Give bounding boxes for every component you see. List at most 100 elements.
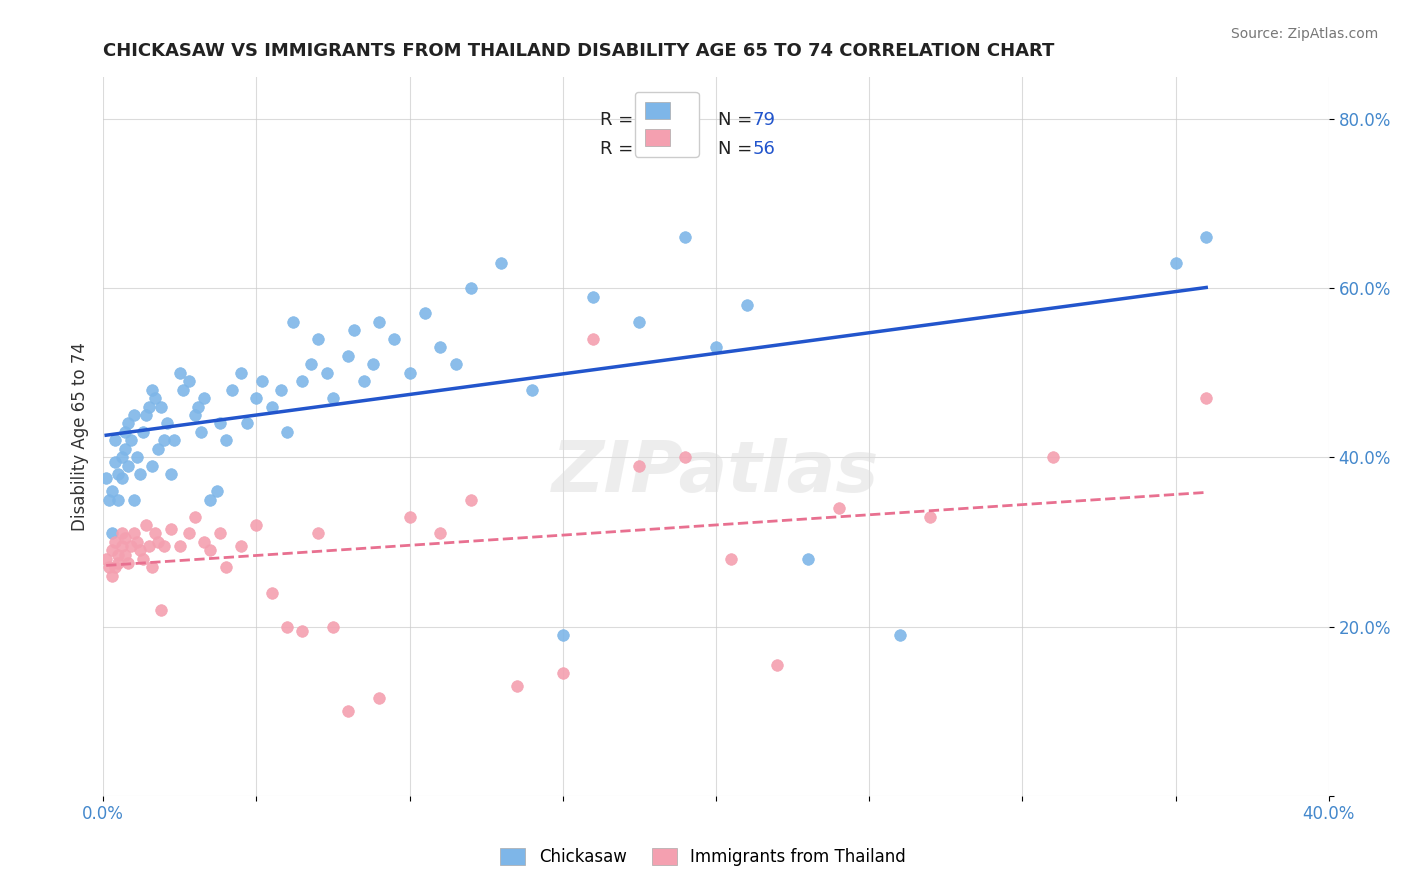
Point: [107, 548, 129, 562]
Point: [141, 458, 163, 473]
Point: [208, 526, 231, 541]
Point: [98, 492, 121, 507]
Point: [200, 543, 222, 558]
Text: R =: R =: [599, 111, 638, 128]
Point: [673, 450, 696, 465]
Point: [291, 624, 314, 638]
Point: [208, 417, 231, 431]
Point: [215, 434, 238, 448]
Point: [673, 230, 696, 244]
Point: [361, 357, 384, 371]
Point: [506, 679, 529, 693]
Point: [245, 518, 267, 533]
Point: [193, 391, 215, 405]
Point: [367, 691, 389, 706]
Point: [148, 535, 170, 549]
Point: [110, 450, 132, 465]
Point: [229, 366, 252, 380]
Point: [101, 526, 124, 541]
Point: [582, 332, 605, 346]
Point: [270, 383, 292, 397]
Legend: Chickasaw, Immigrants from Thailand: Chickasaw, Immigrants from Thailand: [492, 840, 914, 875]
Point: [135, 408, 157, 422]
Point: [159, 467, 181, 482]
Point: [735, 298, 758, 312]
Point: [177, 374, 200, 388]
Point: [114, 531, 136, 545]
Point: [101, 543, 124, 558]
Y-axis label: Disability Age 65 to 74: Disability Age 65 to 74: [72, 342, 89, 531]
Point: [187, 400, 209, 414]
Point: [125, 535, 148, 549]
Point: [156, 417, 179, 431]
Point: [276, 425, 298, 439]
Point: [260, 585, 283, 599]
Legend:  ,  : ,: [636, 92, 699, 157]
Point: [444, 357, 467, 371]
Point: [704, 340, 727, 354]
Point: [153, 434, 176, 448]
Text: 56: 56: [752, 139, 776, 158]
Text: 0.315: 0.315: [637, 111, 688, 128]
Point: [110, 539, 132, 553]
Point: [193, 535, 215, 549]
Point: [276, 619, 298, 633]
Point: [190, 425, 212, 439]
Point: [110, 471, 132, 485]
Point: [382, 332, 405, 346]
Point: [229, 539, 252, 553]
Point: [122, 492, 145, 507]
Point: [205, 484, 228, 499]
Point: [122, 408, 145, 422]
Point: [120, 434, 142, 448]
Point: [114, 442, 136, 456]
Point: [429, 340, 451, 354]
Point: [429, 526, 451, 541]
Point: [413, 306, 436, 320]
Point: [107, 556, 129, 570]
Point: [138, 400, 160, 414]
Text: ZIPatlas: ZIPatlas: [553, 438, 880, 507]
Point: [129, 543, 152, 558]
Point: [110, 526, 132, 541]
Point: [460, 492, 482, 507]
Point: [766, 657, 789, 672]
Point: [1195, 230, 1218, 244]
Point: [520, 383, 543, 397]
Point: [120, 539, 142, 553]
Point: [172, 383, 194, 397]
Point: [143, 391, 166, 405]
Point: [150, 400, 173, 414]
Point: [101, 568, 124, 582]
Point: [551, 628, 574, 642]
Point: [215, 560, 238, 574]
Point: [322, 619, 344, 633]
Point: [398, 366, 420, 380]
Point: [104, 454, 127, 468]
Point: [141, 383, 163, 397]
Point: [96, 552, 118, 566]
Point: [122, 526, 145, 541]
Point: [628, 315, 651, 329]
Point: [177, 526, 200, 541]
Point: [117, 556, 139, 570]
Point: [551, 666, 574, 681]
Point: [135, 518, 157, 533]
Point: [169, 539, 191, 553]
Point: [720, 552, 742, 566]
Point: [281, 315, 304, 329]
Point: [104, 560, 127, 574]
Point: [889, 628, 911, 642]
Point: [245, 391, 267, 405]
Point: [221, 383, 243, 397]
Point: [367, 315, 389, 329]
Point: [104, 535, 127, 549]
Point: [107, 492, 129, 507]
Point: [129, 467, 152, 482]
Point: [252, 374, 274, 388]
Point: [132, 552, 155, 566]
Point: [184, 408, 207, 422]
Point: [301, 357, 323, 371]
Point: [353, 374, 375, 388]
Point: [148, 442, 170, 456]
